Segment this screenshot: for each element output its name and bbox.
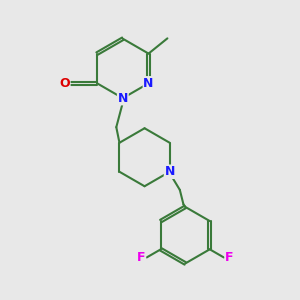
Text: N: N <box>118 92 128 105</box>
Text: O: O <box>59 77 70 90</box>
Text: N: N <box>143 77 154 90</box>
Text: N: N <box>164 165 175 178</box>
Text: F: F <box>137 251 146 264</box>
Text: F: F <box>225 251 234 264</box>
